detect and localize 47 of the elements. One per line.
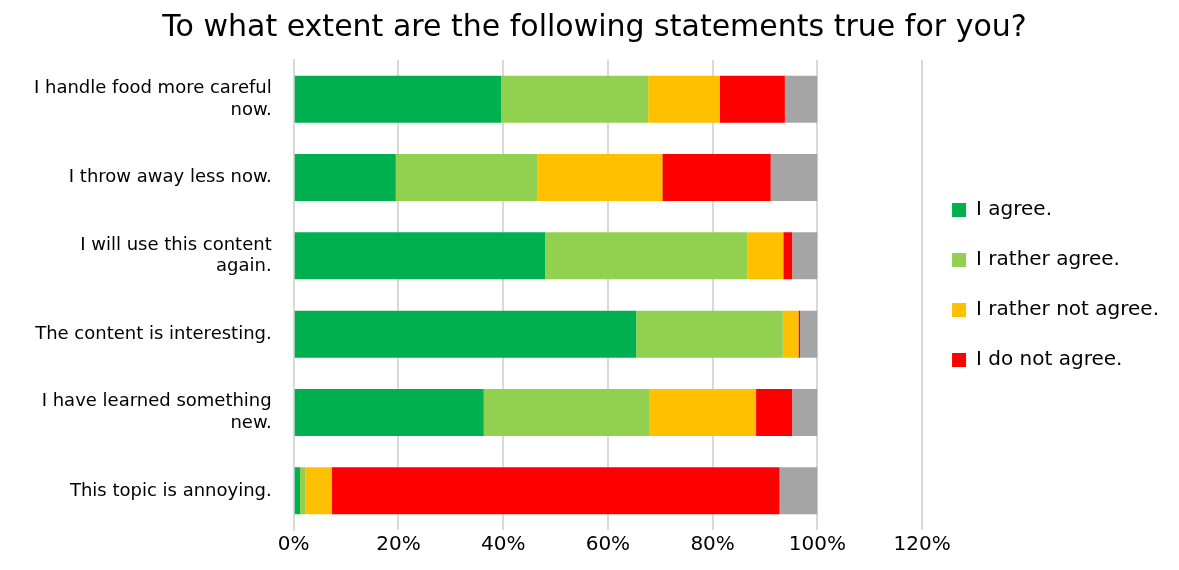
bar	[783, 232, 793, 280]
chart-title: To what extent are the following statements true for you?	[161, 7, 1027, 43]
x-tick-label: 80%	[690, 531, 735, 556]
bar	[299, 467, 306, 515]
y-tick-label: This topic is annoying.	[68, 478, 272, 500]
bar	[294, 232, 546, 280]
x-tick-label: 120%	[893, 531, 951, 556]
bar	[747, 232, 784, 280]
bar	[331, 467, 780, 515]
legend-label: I do not agree.	[976, 346, 1123, 371]
bar	[294, 75, 502, 123]
bar	[792, 232, 818, 280]
y-tick-label: The content is interesting.	[34, 321, 272, 343]
bar	[779, 467, 818, 515]
legend-label: I rather not agree.	[976, 296, 1159, 321]
bar	[649, 389, 757, 436]
bar	[648, 75, 720, 123]
x-tick-label: 0%	[277, 531, 310, 556]
bar	[537, 154, 663, 201]
x-tick-label: 20%	[376, 531, 421, 556]
x-tick-label: 100%	[788, 531, 846, 556]
bar	[756, 389, 793, 436]
bar	[483, 389, 650, 436]
bar	[770, 154, 818, 201]
x-tick-label: 40%	[480, 531, 526, 556]
y-tick-label: I handle food more careful now.	[33, 76, 272, 119]
bar	[636, 310, 783, 358]
bar	[784, 75, 818, 123]
bar	[294, 389, 484, 436]
bar	[305, 467, 332, 515]
bar	[545, 232, 748, 280]
y-tick-label: I have learned something new.	[41, 389, 272, 432]
y-tick-label: I will use this content again.	[80, 232, 272, 276]
x-tick-label: 60%	[585, 531, 631, 556]
legend-label: I agree.	[976, 196, 1053, 221]
bar	[294, 467, 300, 515]
legend-label: I rather agree.	[976, 246, 1120, 271]
bar	[501, 75, 649, 123]
bar	[662, 154, 771, 201]
bar	[782, 310, 799, 358]
bar	[792, 389, 818, 436]
bar	[294, 154, 396, 201]
y-tick-label: I throw away less now.	[68, 165, 272, 187]
bar	[719, 75, 785, 123]
bar	[395, 154, 538, 201]
bar	[294, 310, 637, 358]
bar	[800, 310, 818, 358]
